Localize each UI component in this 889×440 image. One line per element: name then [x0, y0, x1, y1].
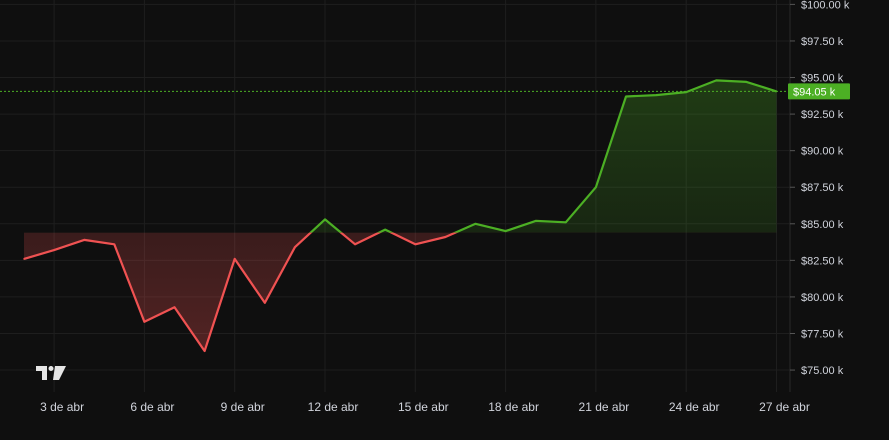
x-tick-label: 18 de abr [488, 400, 539, 414]
x-tick-label: 27 de abr [759, 400, 810, 414]
y-tick-label: $82.50 k [801, 255, 844, 267]
x-tick-label: 9 de abr [221, 400, 265, 414]
data-point-16 [474, 222, 477, 225]
last-price-badge: $94.05 k [788, 83, 850, 100]
logo-v-shape [53, 366, 66, 380]
logo-t-shape [36, 366, 47, 380]
y-tick-label: $85.00 k [801, 219, 844, 231]
data-point-10 [294, 246, 296, 248]
data-point-4 [113, 243, 116, 246]
data-point-9 [264, 301, 266, 304]
y-tick-label: $80.00 k [801, 292, 844, 304]
x-tick-label: 12 de abr [308, 400, 359, 414]
data-point-8 [233, 258, 236, 260]
data-point-12 [354, 243, 356, 246]
price-line-below-baseline [23, 232, 459, 353]
data-point-18 [534, 220, 537, 222]
logo-dot [48, 366, 54, 371]
data-point-25 [745, 81, 748, 83]
data-point-13 [384, 228, 387, 231]
data-point-17 [504, 230, 507, 232]
data-point-3 [83, 239, 85, 241]
data-point-7 [203, 350, 206, 352]
x-tick-label: 21 de abr [579, 400, 630, 414]
data-point-11 [324, 218, 326, 221]
data-point-6 [173, 306, 176, 308]
data-point-1 [23, 258, 25, 260]
data-point-21 [625, 95, 627, 98]
data-point-20 [595, 186, 597, 189]
x-tick-label: 15 de abr [398, 400, 449, 414]
x-tick-label: 6 de abr [130, 400, 174, 414]
tradingview-logo[interactable] [36, 366, 66, 380]
data-point-19 [565, 221, 567, 224]
price-line-above-baseline [309, 79, 777, 233]
y-tick-label: $92.50 k [801, 109, 844, 121]
y-tick-label: $77.50 k [801, 328, 844, 340]
y-tick-label: $90.00 k [801, 146, 844, 158]
data-points [23, 79, 778, 352]
data-point-5 [143, 320, 146, 323]
x-axis[interactable]: 3 de abr 6 de abr 9 de abr 12 de abr 15 de a… [40, 400, 810, 414]
data-point-15 [444, 236, 447, 238]
y-tick-label: $97.50 k [801, 36, 844, 48]
x-tick-label: 3 de abr [40, 400, 84, 414]
y-tick-label: $75.00 k [801, 365, 844, 377]
y-tick-label: $95.00 k [801, 73, 844, 85]
x-tick-label: 24 de abr [669, 400, 720, 414]
data-point-24 [715, 79, 718, 82]
y-tick-label: $87.50 k [801, 182, 844, 194]
last-price-label: $94.05 k [793, 86, 836, 98]
data-point-22 [655, 94, 657, 96]
y-axis[interactable]: $75.00 k $77.50 k $80.00 k $82.50 k $85.00 k… [789, 0, 850, 392]
area-fill-above-baseline [310, 80, 777, 233]
data-point-14 [414, 243, 417, 246]
area-fill-below-baseline [24, 232, 777, 351]
y-tick-label: $100.00 k [801, 0, 850, 11]
data-point-2 [53, 249, 55, 251]
